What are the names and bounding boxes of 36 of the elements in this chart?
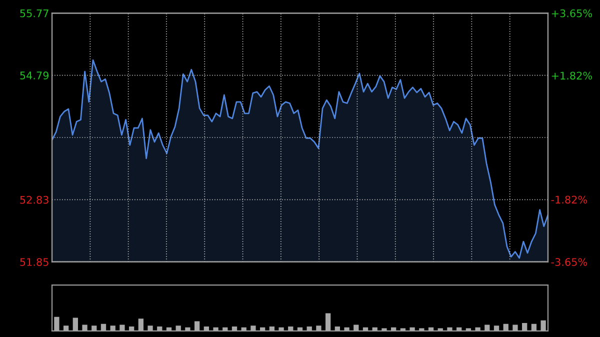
y2-tick-label: +3.65% [552,9,592,18]
bar [92,326,97,331]
bar [250,326,256,331]
bar [410,327,415,331]
bar [326,313,331,331]
bar [72,318,78,331]
bar [138,318,144,331]
bar [176,326,181,331]
y-tick-label: 55.77 [20,10,48,18]
bar [316,326,322,331]
bar [278,327,284,331]
bar [503,324,508,331]
bar [110,326,116,331]
bar [494,326,500,331]
bar [148,326,153,331]
y-tick-label: 51.85 [20,258,48,266]
y2-tick-label: -1.82% [551,196,588,204]
y2-tick-label: -3.65% [551,258,588,266]
y-tick-label: 52.83 [20,196,48,204]
bar [194,321,200,331]
bar [522,323,528,331]
y2-tick-label: +1.82% [552,72,592,80]
bar [120,324,125,331]
bar [475,327,480,331]
bar [344,327,350,331]
bar [185,327,190,331]
bar [512,324,518,331]
bar [82,324,88,331]
bar [100,324,106,331]
bar [213,327,218,331]
bar [531,324,537,331]
bar [540,320,546,331]
bar [447,327,452,331]
bar [63,326,69,331]
bar [54,316,60,331]
y-tick-label: 54.79 [20,72,49,80]
